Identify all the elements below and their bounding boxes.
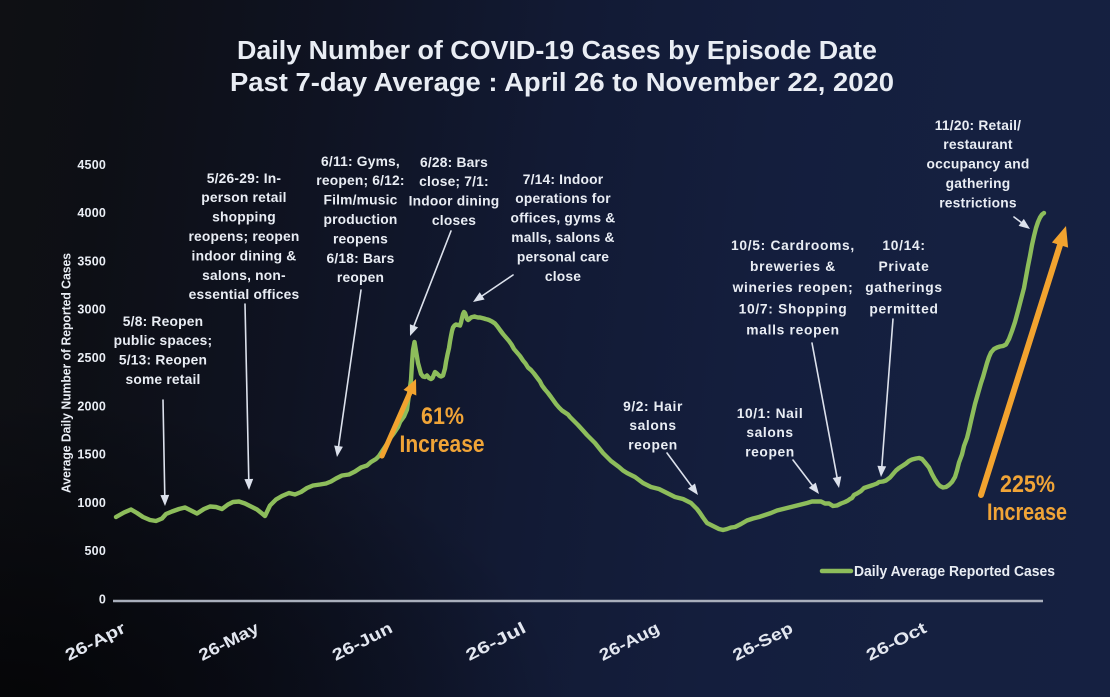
svg-text:10/1: Nail: 10/1: Nail <box>737 406 804 421</box>
svg-text:occupancy and: occupancy and <box>926 157 1029 172</box>
svg-text:malls, salons &: malls, salons & <box>511 230 614 245</box>
svg-text:6/11: Gyms,: 6/11: Gyms, <box>321 154 400 169</box>
svg-text:225%: 225% <box>1000 471 1055 498</box>
svg-text:indoor dining &: indoor dining & <box>192 248 297 263</box>
svg-text:0: 0 <box>99 593 106 607</box>
svg-text:essential offices: essential offices <box>189 287 300 302</box>
svg-text:reopens; reopen: reopens; reopen <box>188 229 299 244</box>
svg-text:salons: salons <box>746 425 793 440</box>
svg-text:9/2: Hair: 9/2: Hair <box>623 399 683 414</box>
svg-text:close: close <box>545 269 581 284</box>
svg-text:reopens: reopens <box>333 231 388 246</box>
svg-text:11/20: Retail/: 11/20: Retail/ <box>935 118 1021 133</box>
svg-text:6/28: Bars: 6/28: Bars <box>420 155 488 170</box>
svg-text:Average Daily Number of Report: Average Daily Number of Reported Cases <box>60 253 74 493</box>
svg-text:breweries &: breweries & <box>750 259 836 274</box>
svg-text:Daily Average Reported Cases: Daily Average Reported Cases <box>854 564 1055 580</box>
svg-text:Increase: Increase <box>400 431 485 458</box>
svg-text:4000: 4000 <box>77 206 106 220</box>
svg-text:salons: salons <box>629 418 676 433</box>
svg-text:restrictions: restrictions <box>939 195 1017 210</box>
svg-text:4500: 4500 <box>77 158 106 172</box>
svg-text:wineries reopen;: wineries reopen; <box>732 280 854 295</box>
svg-text:closes: closes <box>432 213 476 228</box>
svg-text:5/26-29: In-: 5/26-29: In- <box>207 171 282 186</box>
svg-text:26-Apr: 26-Apr <box>62 619 129 665</box>
svg-text:26-Sep: 26-Sep <box>730 619 796 665</box>
svg-text:reopen: reopen <box>337 270 384 285</box>
svg-text:gatherings: gatherings <box>865 280 943 295</box>
svg-text:close; 7/1:: close; 7/1: <box>419 174 489 189</box>
svg-text:10/14:: 10/14: <box>882 238 925 253</box>
svg-text:malls reopen: malls reopen <box>746 323 840 338</box>
svg-text:reopen: reopen <box>745 445 795 460</box>
svg-text:Film/music: Film/music <box>323 193 397 208</box>
svg-text:2000: 2000 <box>77 399 106 413</box>
svg-text:restaurant: restaurant <box>943 137 1013 152</box>
svg-text:10/7: Shopping: 10/7: Shopping <box>739 301 848 316</box>
svg-text:production: production <box>323 212 397 227</box>
svg-text:3000: 3000 <box>77 303 106 317</box>
svg-text:operations for: operations for <box>515 191 611 206</box>
svg-text:Indoor dining: Indoor dining <box>409 194 500 209</box>
svg-text:5/8: Reopen: 5/8: Reopen <box>123 314 203 329</box>
svg-text:gathering: gathering <box>946 176 1011 191</box>
svg-text:26-Jul: 26-Jul <box>463 619 529 665</box>
svg-text:7/14: Indoor: 7/14: Indoor <box>523 172 604 187</box>
svg-text:shopping: shopping <box>212 210 276 225</box>
svg-text:26-May: 26-May <box>196 619 263 665</box>
svg-text:permitted: permitted <box>869 301 938 316</box>
svg-text:public spaces;: public spaces; <box>114 333 213 348</box>
svg-text:3500: 3500 <box>77 254 106 268</box>
svg-text:26-Jun: 26-Jun <box>329 619 395 665</box>
svg-text:6/18: Bars: 6/18: Bars <box>327 251 395 266</box>
svg-text:Increase: Increase <box>987 499 1067 526</box>
svg-text:1500: 1500 <box>77 448 106 462</box>
svg-text:5/13: Reopen: 5/13: Reopen <box>119 353 207 368</box>
svg-text:personal care: personal care <box>517 249 609 264</box>
svg-text:Private: Private <box>879 259 930 274</box>
svg-text:500: 500 <box>85 544 106 558</box>
svg-text:Past 7-day Average : April 26: Past 7-day Average : April 26 to Novembe… <box>230 69 894 97</box>
svg-text:person retail: person retail <box>201 190 286 205</box>
svg-text:10/5: Cardrooms,: 10/5: Cardrooms, <box>731 238 855 253</box>
svg-text:offices, gyms &: offices, gyms & <box>511 211 616 226</box>
svg-text:salons, non-: salons, non- <box>202 268 286 283</box>
svg-text:1000: 1000 <box>77 496 106 510</box>
svg-text:2500: 2500 <box>77 351 106 365</box>
svg-text:some retail: some retail <box>125 372 200 387</box>
svg-text:reopen: reopen <box>628 438 678 453</box>
svg-text:reopen; 6/12:: reopen; 6/12: <box>316 173 404 188</box>
svg-text:Daily Number of COVID-19 Cases: Daily Number of COVID-19 Cases by Episod… <box>237 37 877 65</box>
svg-text:61%: 61% <box>421 403 464 430</box>
svg-text:26-Oct: 26-Oct <box>863 619 930 665</box>
svg-text:26-Aug: 26-Aug <box>596 619 662 665</box>
